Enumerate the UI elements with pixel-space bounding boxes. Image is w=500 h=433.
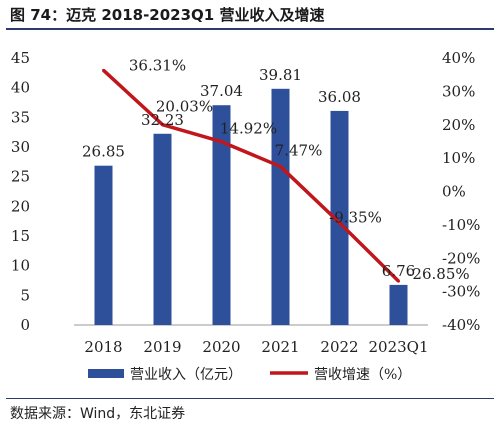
growth-value-label: 20.03% — [156, 98, 213, 116]
x-tick-label: 2019 — [143, 338, 181, 356]
growth-value-label: 14.92% — [220, 120, 277, 138]
right-tick-label: 0% — [442, 183, 466, 201]
bar-value-label: 39.81 — [259, 66, 302, 84]
title-rule — [6, 28, 494, 30]
left-tick-label: 35 — [11, 108, 30, 126]
right-tick-label: 40% — [442, 49, 475, 67]
x-tick-label: 2020 — [202, 338, 240, 356]
line-series — [102, 68, 400, 283]
growth-point — [161, 123, 164, 127]
left-tick-label: 30 — [11, 138, 30, 156]
bar-value-label: 37.04 — [200, 82, 243, 100]
growth-value-label: 7.47% — [275, 142, 323, 160]
bar — [94, 165, 113, 325]
bar-value-label: 32.23 — [141, 111, 184, 129]
right-tick-label: 30% — [442, 82, 475, 100]
legend-bar-label: 营业收入（亿元） — [130, 367, 242, 383]
bar-value-label: 26.85 — [82, 143, 125, 161]
growth-point — [338, 221, 341, 225]
x-tick-label: 2021 — [261, 338, 299, 356]
bar — [212, 105, 231, 325]
legend-bar-swatch — [88, 369, 124, 378]
right-tick-label: -20% — [442, 249, 480, 267]
right-tick-label: 10% — [442, 149, 475, 167]
legend: 营业收入（亿元） 营收增速（%） — [88, 367, 411, 383]
growth-point — [102, 68, 105, 72]
bar-value-label: 6.76 — [382, 262, 415, 280]
left-tick-label: 5 — [20, 286, 30, 304]
right-tick-label: -30% — [442, 283, 480, 301]
bar — [271, 88, 290, 325]
left-tick-label: 45 — [11, 49, 30, 67]
left-tick-label: 40 — [11, 79, 30, 97]
left-tick-label: 20 — [11, 197, 30, 215]
right-tick-label: -40% — [442, 316, 480, 334]
x-axis: 2018 2019 2020 2021 2022 2023Q1 — [84, 338, 428, 356]
bar — [330, 110, 349, 326]
legend-line-label: 营收增速（%） — [314, 367, 411, 383]
growth-value-label: -9.35% — [329, 209, 382, 227]
right-tick-label: 20% — [442, 116, 475, 134]
source-note: 数据来源：Wind，东北证券 — [10, 406, 186, 422]
bar-value-label: 36.08 — [318, 88, 361, 106]
growth-point — [279, 165, 282, 169]
source-rule — [6, 398, 494, 399]
growth-value-label: -26.85% — [407, 265, 469, 283]
left-tick-label: 10 — [11, 257, 30, 275]
left-tick-label: 0 — [20, 316, 30, 334]
growth-point — [220, 140, 223, 144]
line-value-labels: 36.31% 20.03% 14.92% 7.47% -9.35% -26.85% — [129, 56, 470, 283]
revenue-growth-chart: 0 5 10 15 20 25 30 35 40 45 -40% -30% -20% -10% 0% 10%… — [11, 49, 481, 383]
bar — [389, 284, 408, 325]
growth-point — [397, 279, 400, 283]
left-axis: 0 5 10 15 20 25 30 35 40 45 — [11, 49, 30, 334]
right-tick-label: -10% — [442, 216, 480, 234]
figure-title: 图 74：迈克 2018-2023Q1 营业收入及增速 — [10, 6, 325, 24]
bar-series — [94, 88, 408, 326]
growth-line — [102, 69, 400, 283]
left-tick-label: 15 — [11, 227, 30, 245]
bar-value-labels: 26.85 32.23 37.04 39.81 36.08 6.76 — [82, 66, 415, 280]
x-tick-label: 2018 — [84, 338, 122, 356]
right-axis: -40% -30% -20% -10% 0% 10% 20% 30% 40% — [442, 49, 480, 334]
x-tick-label: 2023Q1 — [368, 338, 428, 356]
bar — [153, 133, 172, 325]
growth-value-label: 36.31% — [129, 56, 186, 74]
left-tick-label: 25 — [11, 168, 30, 186]
x-tick-label: 2022 — [320, 338, 358, 356]
